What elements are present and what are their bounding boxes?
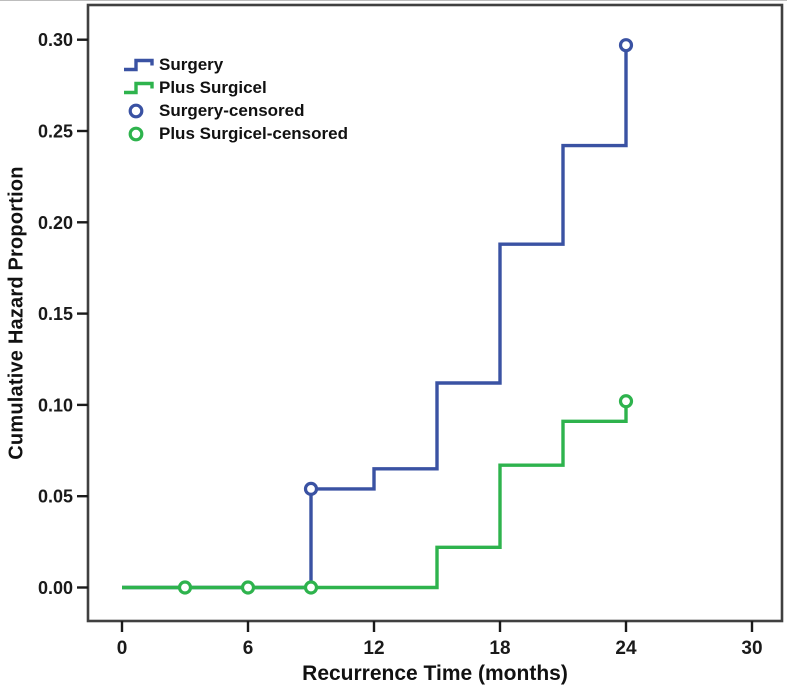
plus-surgicel-step-line-icon (124, 81, 154, 94)
x-tick-label: 18 (489, 638, 510, 659)
y-tick-label: 0.30 (38, 30, 73, 50)
surgery-censored-circle-icon (128, 103, 144, 118)
legend-label-plus-surgicel-censored: Plus Surgicel-censored (159, 123, 348, 143)
legend-label-surgery-censored: Surgery-censored (159, 100, 305, 120)
y-tick-label: 0.00 (38, 578, 73, 598)
plus-surgicel-censored-marker (177, 580, 193, 595)
plus-surgicel-censored-marker (240, 580, 256, 595)
surgery-censored-marker (618, 38, 634, 53)
legend-item-plus-surgicel-censored: Plus Surgicel-censored (103, 122, 348, 145)
x-tick-label: 6 (243, 638, 254, 659)
x-tick-label: 24 (615, 638, 637, 659)
legend-item-surgery: Surgery (103, 53, 348, 76)
y-tick-label: 0.05 (38, 487, 73, 507)
y-tick-label: 0.25 (38, 122, 73, 142)
legend-label-surgery: Surgery (159, 54, 224, 74)
y-axis-title: Cumulative Hazard Proportion (5, 166, 28, 460)
plot-frame (86, 3, 784, 623)
plus-surgicel-censored-marker (303, 580, 319, 595)
legend-label-plus-surgicel: Plus Surgicel (159, 77, 267, 97)
y-tick-label: 0.10 (38, 395, 73, 415)
plus-surgicel-censored-circle-icon (128, 126, 144, 141)
x-tick-label: 30 (741, 638, 762, 659)
legend-item-surgery-censored: Surgery-censored (103, 99, 348, 122)
y-tick-label: 0.20 (38, 213, 73, 233)
plus-surgicel-line (122, 401, 628, 590)
legend-item-plus-surgicel: Plus Surgicel (103, 76, 348, 99)
surgery-censored-marker (303, 481, 319, 496)
y-tick-label: 0.15 (38, 304, 73, 324)
legend: Surgery Plus Surgicel Surgery-censored P… (103, 53, 348, 145)
x-axis-title: Recurrence Time (months) (302, 662, 568, 685)
surgery-step-line-icon (124, 58, 154, 71)
plus-surgicel-censored-marker (618, 394, 634, 409)
x-tick-label: 0 (117, 638, 128, 659)
x-tick-label: 12 (363, 638, 384, 659)
